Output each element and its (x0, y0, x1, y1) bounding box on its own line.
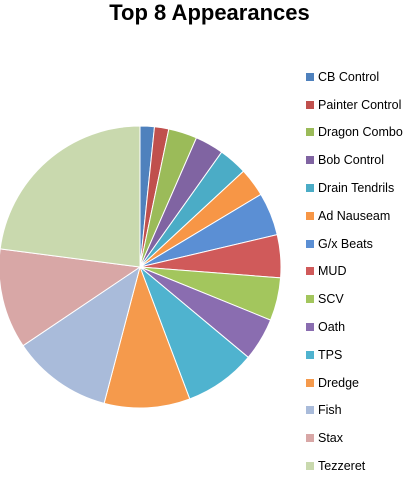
legend-item-g-x-beats: G/x Beats (306, 230, 403, 258)
legend-label: TPS (318, 347, 343, 362)
legend-swatch (306, 128, 314, 137)
legend-item-drain-tendrils: Drain Tendrils (306, 174, 403, 202)
pie-slice-tezzeret (0, 125, 141, 268)
legend-item-ad-nauseam: Ad Nauseam (306, 202, 403, 230)
legend-item-tps: TPS (306, 341, 403, 369)
legend-label: SCV (318, 292, 344, 307)
chart-legend: CB Control Painter Control Dragon Combo Bob… (306, 63, 403, 480)
legend-swatch (306, 267, 314, 276)
legend-item-tezzeret: Tezzeret (306, 452, 403, 480)
legend-item-bob-control: Bob Control (306, 146, 403, 174)
legend-swatch (306, 239, 314, 248)
legend-item-painter-control: Painter Control (306, 91, 403, 119)
legend-label: G/x Beats (318, 236, 373, 251)
legend-swatch (306, 211, 314, 220)
legend-swatch (306, 156, 314, 165)
legend-swatch (306, 406, 314, 415)
legend-item-dredge: Dredge (306, 369, 403, 397)
legend-swatch (306, 72, 314, 81)
pie-slice-dredge (103, 265, 191, 409)
legend-label: Dragon Combo (318, 125, 403, 140)
legend-item-fish: Fish (306, 397, 403, 425)
pie-slice-stax (0, 248, 142, 347)
pie-slice-fish (22, 265, 141, 404)
legend-swatch (306, 462, 314, 471)
legend-label: Ad Nauseam (318, 208, 391, 223)
legend-swatch (306, 100, 314, 109)
legend-swatch (306, 434, 314, 443)
legend-label: Bob Control (318, 153, 385, 168)
legend-label: Fish (318, 403, 342, 418)
legend-item-cb-control: CB Control (306, 63, 403, 91)
legend-label: MUD (318, 264, 347, 279)
legend-label: Stax (318, 431, 344, 446)
legend-label: Painter Control (318, 97, 402, 112)
legend-swatch (306, 295, 314, 304)
legend-item-scv: SCV (306, 285, 403, 313)
legend-item-stax: Stax (306, 424, 403, 452)
legend-label: Tezzeret (318, 459, 366, 474)
legend-item-oath: Oath (306, 313, 403, 341)
legend-label: CB Control (318, 69, 380, 84)
legend-label: Dredge (318, 375, 359, 390)
chart-title: Top 8 Appearances (109, 0, 310, 25)
legend-item-mud: MUD (306, 258, 403, 286)
legend-item-dragon-combo: Dragon Combo (306, 119, 403, 147)
legend-swatch (306, 184, 314, 193)
legend-swatch (306, 378, 314, 387)
legend-swatch (306, 350, 314, 359)
legend-label: Drain Tendrils (318, 181, 395, 196)
legend-swatch (306, 323, 314, 332)
legend-label: Oath (318, 320, 346, 335)
